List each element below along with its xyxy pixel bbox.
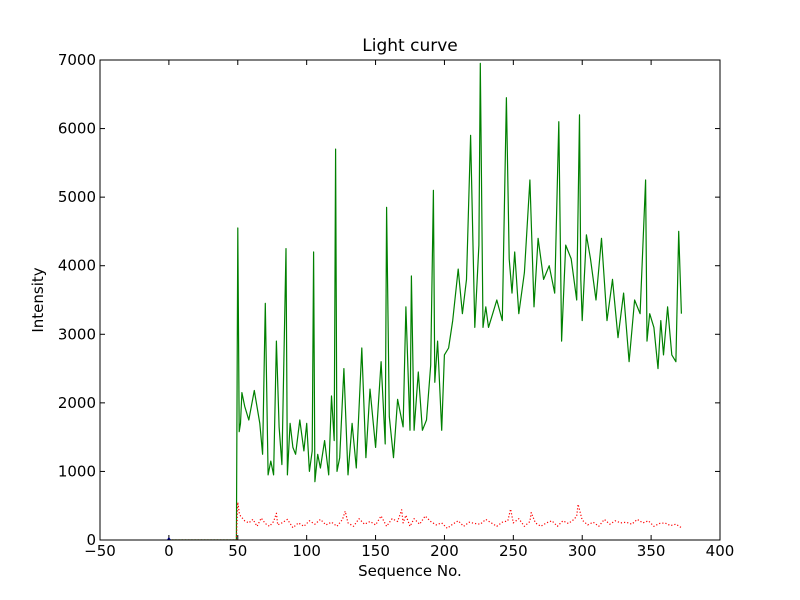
y-tick-label: 0: [86, 531, 96, 549]
x-tick-label: −50: [84, 542, 116, 560]
plot-frame: [99, 59, 721, 541]
series-layer: [167, 62, 682, 540]
y-tick-label: 7000: [58, 51, 96, 69]
y-tick-label: 1000: [58, 462, 96, 480]
y-tick-label: 3000: [58, 325, 96, 343]
y-tick-label: 2000: [58, 394, 96, 412]
x-tick-label: 250: [499, 542, 528, 560]
y-tick-label: 5000: [58, 188, 96, 206]
x-tick-label: 50: [228, 542, 247, 560]
y-tick-label: 6000: [58, 120, 96, 138]
y-tick-label: 4000: [58, 257, 96, 275]
series-line-2: [168, 501, 682, 540]
x-tick-label: 0: [164, 542, 174, 560]
x-tick-label: 350: [637, 542, 666, 560]
x-tick-label: 150: [361, 542, 390, 560]
axes-layer: −50 0 50 100 150 200 250 300 350 4000100020003000…: [58, 51, 735, 560]
x-tick-label: 400: [706, 542, 735, 560]
x-tick-label: 100: [292, 542, 321, 560]
x-tick-label: 200: [430, 542, 459, 560]
series-line-1: [168, 62, 682, 540]
chart-title: Light curve: [362, 36, 458, 56]
x-axis-label: Sequence No.: [358, 562, 462, 580]
x-tick-label: 300: [568, 542, 597, 560]
